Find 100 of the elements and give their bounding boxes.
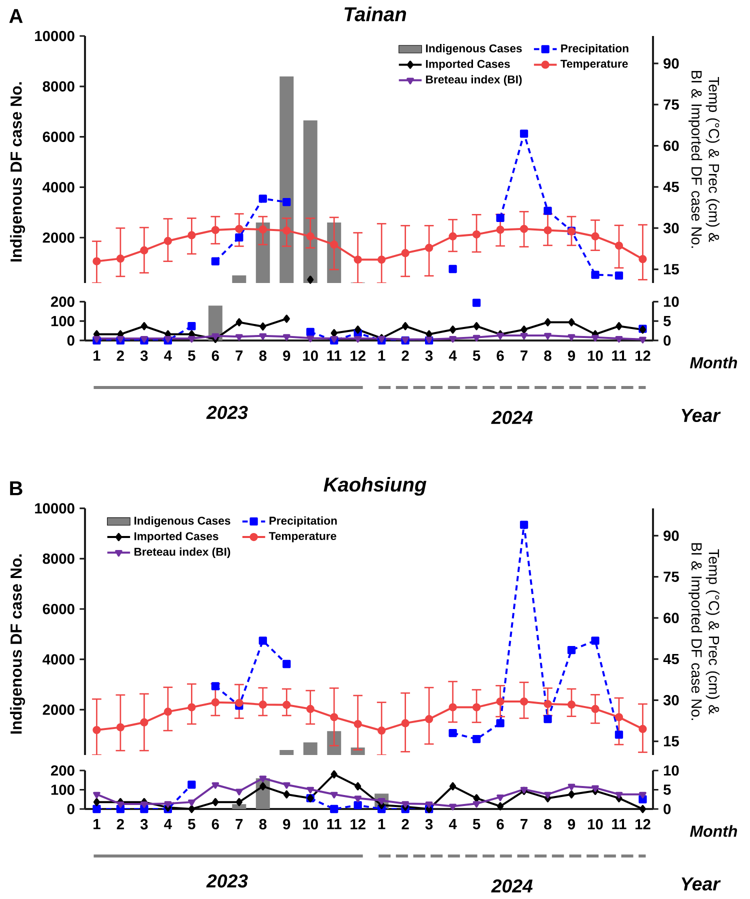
y-tick-label: 4000 [42,182,74,192]
y-tick-label: 8000 [42,553,74,564]
x-tick-label: 2 [402,819,409,830]
y-tick-label: 8000 [42,81,74,92]
text: 2024 [491,879,533,893]
text: B [10,481,22,496]
y2-tick-label: 10 [664,765,679,776]
x-tick-label: 6 [496,819,504,830]
x-tick-label: 10 [303,819,318,830]
y2-tick-label: 75 [664,100,679,110]
y2-tick-label: 90 [664,530,679,541]
x-tick-label: 7 [520,350,528,361]
y2-tick-label: 45 [663,182,679,192]
x-tick-label: 2 [116,350,124,361]
legend-label: Breteau index (BI) [426,75,522,86]
x-tick-label: 7 [520,819,528,830]
x-tick-label: 11 [612,819,626,830]
x-tick-label: 3 [140,819,148,830]
x-tick-label: 12 [635,350,650,361]
y-tick-label: 200 [50,296,74,307]
x-tick-label: 11 [327,819,342,830]
x-tick-label: 1 [94,819,100,830]
y-tick-label: 100 [51,316,74,326]
text: 2023 [206,406,248,420]
y-tick-label: 6000 [42,604,74,614]
y-tick-label: 10000 [35,30,74,42]
x-tick-label: 3 [425,350,433,361]
y-axis-title: Indigenous DF case No. [10,554,26,734]
legend-label: Temperature [560,60,628,70]
x-axis-title: Month [690,825,738,837]
text: A [9,9,23,23]
y2-tick-label: 5 [664,784,671,795]
x-tick-label: 5 [188,819,196,830]
text: 2023 [206,874,248,888]
y2-tick-label: 0 [664,804,671,814]
x-tick-label: 4 [164,819,172,830]
x-tick-label: 5 [472,819,480,830]
x-tick-label: 8 [544,350,552,361]
x-tick-label: 9 [568,350,576,361]
y-tick-label: 2000 [42,232,74,243]
legend-label: Indigenous Cases [134,516,230,527]
y-tick-label: 100 [51,784,74,795]
legend-label: Temperature [268,532,336,542]
legend-label: Imported Cases [134,532,218,542]
legend-label: Indigenous Cases [426,44,522,55]
x-tick-label: 5 [188,350,196,361]
x-tick-label: 2 [116,819,124,830]
x-tick-label: 8 [259,350,266,361]
x-tick-label: 1 [378,350,386,361]
x-tick-label: 6 [212,819,219,830]
y2-tick-label: 45 [663,654,679,664]
y2-tick-label: 5 [664,316,671,326]
x-tick-label: 9 [568,819,576,830]
y2-tick-label: 30 [663,694,679,706]
x-tick-label: 6 [496,350,504,361]
x-tick-label: 10 [588,350,603,361]
x-tick-label: 11 [612,350,626,361]
x-tick-label: 9 [283,819,290,830]
y-tick-label: 200 [50,765,74,776]
x-tick-label: 3 [140,350,148,361]
x-tick-label: 12 [635,819,650,830]
x-tick-label: 10 [588,819,603,830]
chart-title: Tainan [344,6,406,22]
x-tick-label: 11 [327,350,342,361]
text: Year [682,408,721,422]
text: Year [682,877,721,891]
y-tick-label: 0 [67,335,74,346]
legend-label: Breteau index (BI) [134,547,230,558]
y2-tick-label: 75 [664,572,679,582]
x-tick-label: 3 [425,819,433,830]
y-tick-label: 2000 [42,704,74,715]
y2-tick-label: 60 [664,612,679,624]
y-tick-label: 4000 [42,654,74,665]
text: 2024 [491,410,533,424]
y-tick-label: 10000 [35,503,74,514]
y-axis-title: Indigenous DF case No. [10,82,26,262]
legend-label: Precipitation [270,516,337,527]
x-tick-label: 8 [544,819,552,830]
x-tick-label: 6 [212,350,219,361]
y-tick-label: 6000 [42,132,74,142]
y2-tick-label: 15 [664,264,679,274]
x-tick-label: 1 [94,350,100,361]
x-tick-label: 10 [303,350,318,361]
x-tick-label: 2 [402,350,409,361]
y2-tick-label: 90 [664,58,679,69]
x-tick-label: 5 [472,350,480,361]
chart-title: Kaohsiung [324,476,426,496]
x-tick-label: 7 [236,350,243,361]
x-tick-label: 7 [236,819,243,830]
x-tick-label: 1 [378,819,386,830]
y2-tick-label: 30 [663,222,679,234]
x-axis-title: Month [690,356,738,368]
y2-tick-label: 15 [664,736,679,746]
x-tick-label: 12 [350,350,366,361]
legend-label: Precipitation [561,44,628,55]
y2-tick-label: 60 [664,140,679,151]
x-tick-label: 8 [259,819,266,830]
x-tick-label: 9 [283,350,290,361]
y2-axis-title: Temp (°C) & Prec (cm) & BI & Imported DF case No. [688,71,720,248]
y2-tick-label: 0 [664,335,671,346]
